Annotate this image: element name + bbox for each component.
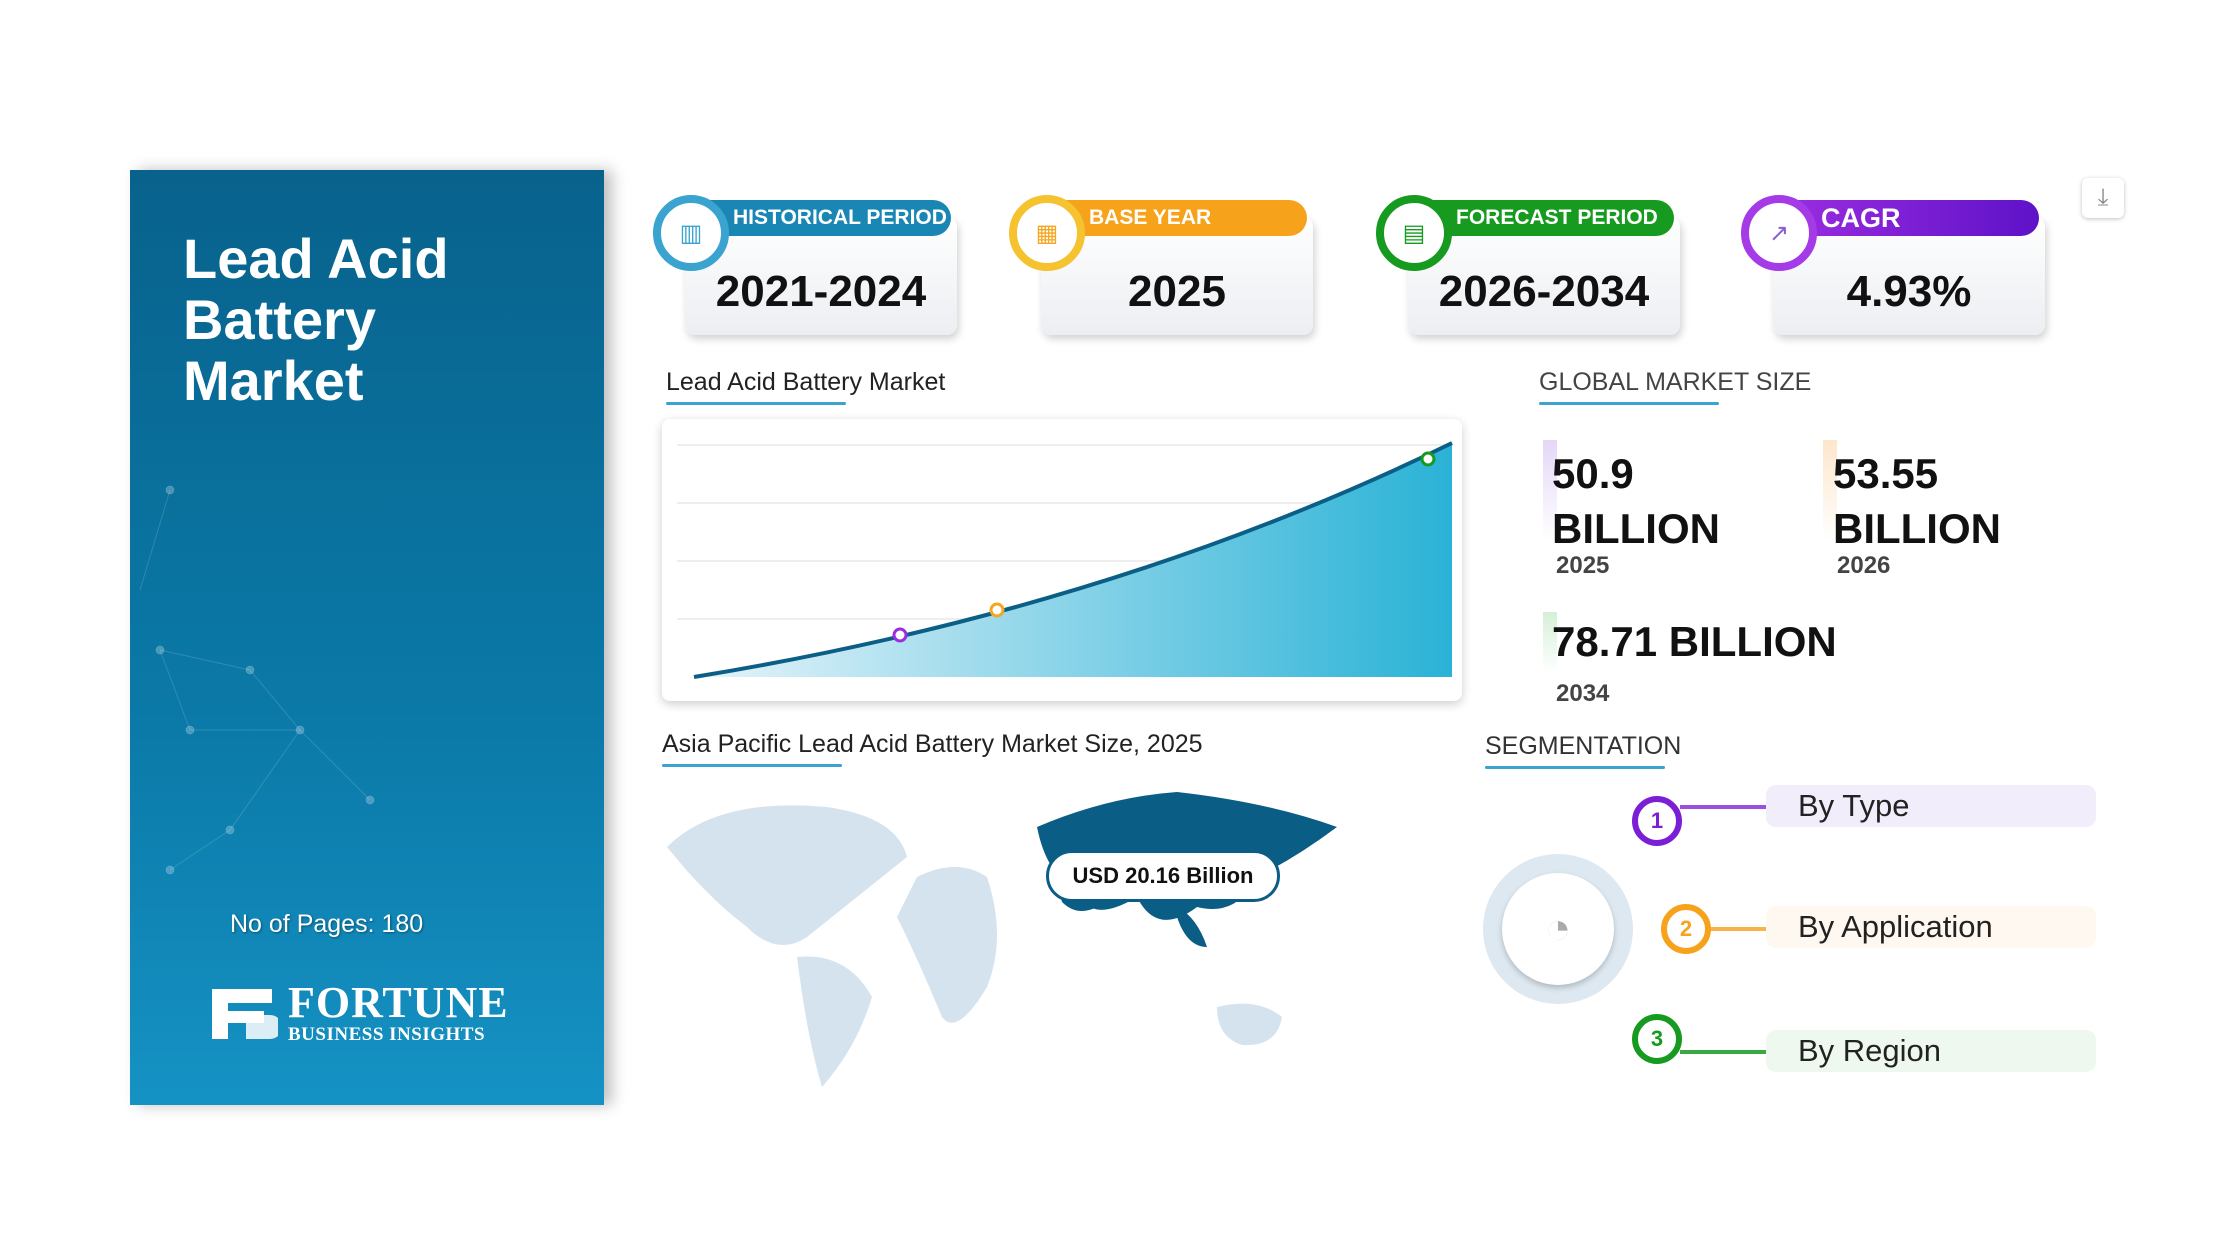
point-green xyxy=(1420,451,1436,467)
segmentation-hub: ◔ xyxy=(1483,854,1633,1004)
cagr-card: CAGR ↗ 4.93% xyxy=(1741,195,2045,335)
fb-logo-icon xyxy=(212,989,278,1039)
chart-label: Lead Acid Battery Market xyxy=(666,368,946,405)
growth-chart-icon: ↗ xyxy=(1741,195,1817,271)
market-2026-year: 2026 xyxy=(1837,552,1891,579)
connector xyxy=(1710,927,1770,931)
card-value: 2025 xyxy=(1128,267,1226,316)
card-label: HISTORICAL PERIOD xyxy=(693,200,951,236)
segment-number-3: 3 xyxy=(1632,1014,1682,1064)
market-2025-value: 50.9 BILLION xyxy=(1552,450,1720,552)
report-title: Lead Acid Battery Market xyxy=(183,227,449,412)
card-value: 2021-2024 xyxy=(715,267,927,316)
segment-by-region[interactable]: By Region xyxy=(1766,1030,2096,1072)
market-growth-illustration xyxy=(662,419,1462,701)
logo-sub-text: BUSINESS INSIGHTS xyxy=(288,1024,486,1045)
card-value: 2026-2034 xyxy=(1438,267,1650,316)
forecast-period-card: FORECAST PERIOD ▤ 2026-2034 xyxy=(1376,195,1680,335)
calendar-icon: ▦ xyxy=(1009,195,1085,271)
page-count: No of Pages: 180 xyxy=(230,910,424,938)
area-fill xyxy=(694,443,1452,677)
market-2025-year: 2025 xyxy=(1556,552,1610,579)
highlight xyxy=(1543,612,1557,672)
historical-period-card: HISTORICAL PERIOD ▥ 2021-2024 xyxy=(653,195,957,335)
card-value: 4.93% xyxy=(1846,267,1972,316)
forecast-chart-icon: ▤ xyxy=(1376,195,1452,271)
card-label: FORECAST PERIOD xyxy=(1416,200,1674,236)
logo-main-text: FORTUNE xyxy=(288,978,509,1027)
highlight xyxy=(1823,440,1837,540)
fortune-logo: FORTUNE BUSINESS INSIGHTS xyxy=(206,978,509,1046)
segment-by-type[interactable]: By Type xyxy=(1766,785,2096,827)
download-icon[interactable]: ⤓ xyxy=(2082,178,2124,218)
global-market-size-label: GLOBAL MARKET SIZE xyxy=(1539,368,1812,405)
trend-line xyxy=(693,441,1453,679)
segment-by-application[interactable]: By Application xyxy=(1766,906,2096,948)
pie-chart-icon: ◔ xyxy=(1502,873,1614,985)
segmentation-label: SEGMENTATION xyxy=(1485,732,1682,769)
segment-number-1: 1 xyxy=(1632,796,1682,846)
segment-number-2: 2 xyxy=(1661,904,1711,954)
asia-pacific-callout: USD 20.16 Billion xyxy=(1046,850,1280,902)
market-2026-value: 53.55 BILLION xyxy=(1833,450,2001,552)
highlight xyxy=(1543,440,1557,540)
bar-chart-icon: ▥ xyxy=(653,195,729,271)
world-map xyxy=(667,792,1337,1087)
market-2034-year: 2034 xyxy=(1556,680,1610,707)
point-orange xyxy=(989,602,1005,618)
connector xyxy=(1680,1050,1770,1054)
map-label: Asia Pacific Lead Acid Battery Market Si… xyxy=(662,730,1203,767)
card-label: BASE YEAR xyxy=(1049,200,1307,236)
point-purple xyxy=(892,627,908,643)
title-panel: Lead Acid Battery Market No of Pages: 18… xyxy=(130,170,604,1105)
network-decoration xyxy=(139,485,375,875)
connector xyxy=(1680,805,1770,809)
base-year-card: BASE YEAR ▦ 2025 xyxy=(1009,195,1313,335)
card-label: CAGR xyxy=(1781,200,2039,236)
market-2034-value: 78.71 BILLION xyxy=(1552,618,1837,665)
